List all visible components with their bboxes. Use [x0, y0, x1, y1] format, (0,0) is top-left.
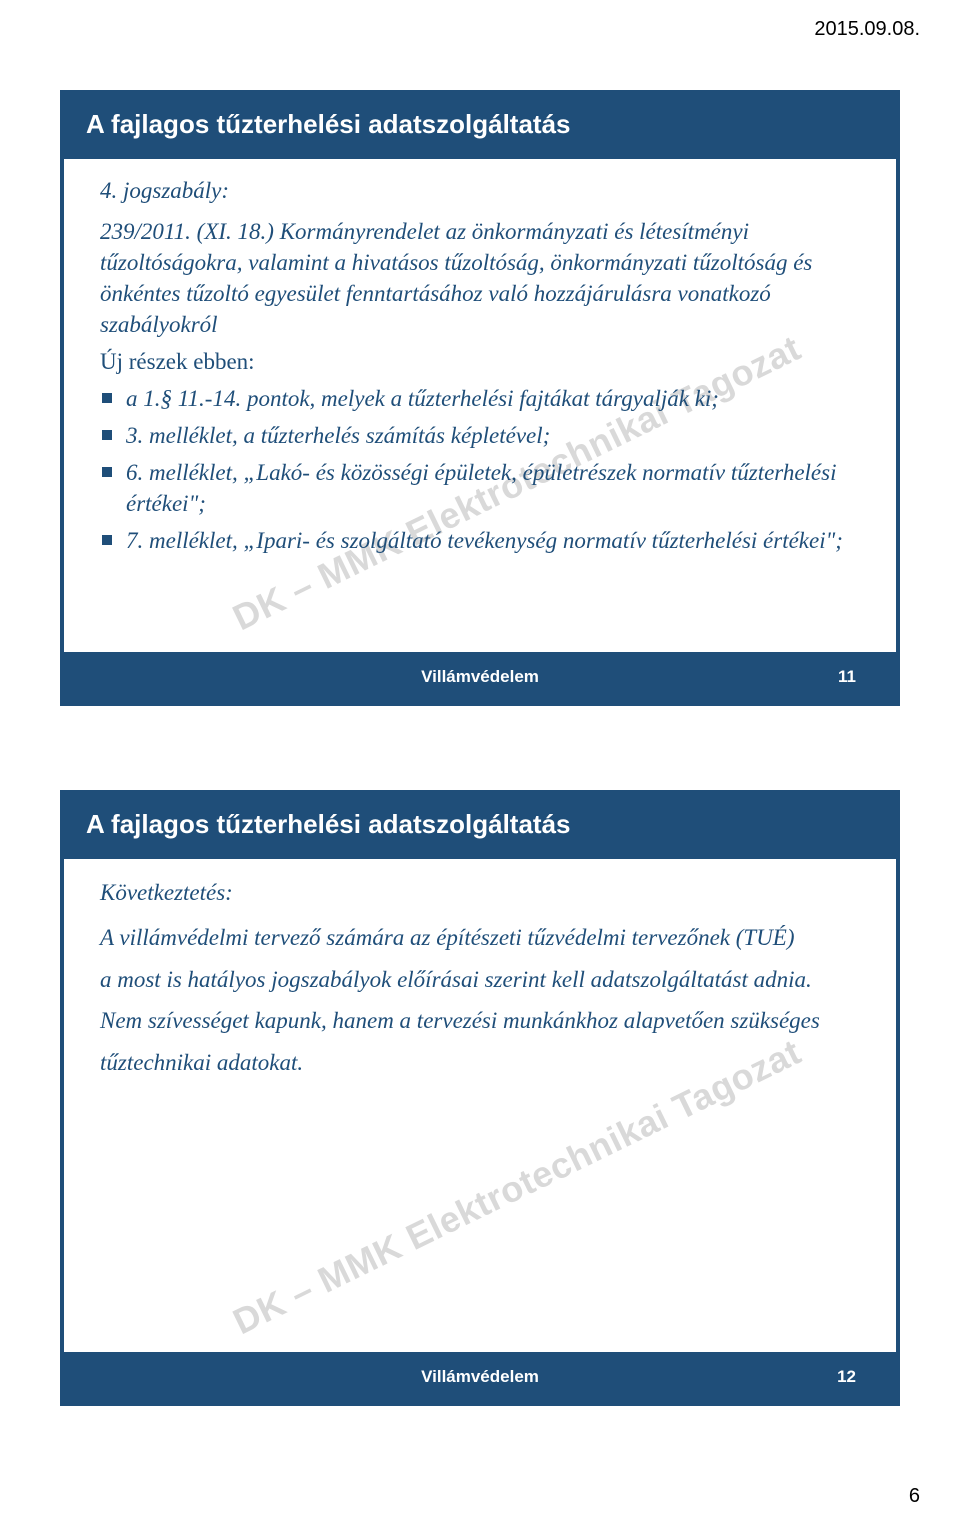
slide-title: A fajlagos tűzterhelési adatszolgáltatás: [64, 794, 896, 859]
date-header: 2015.09.08.: [814, 18, 920, 41]
slide-11: A fajlagos tűzterhelési adatszolgáltatás…: [60, 90, 900, 706]
slide-content: DK – MMK Elektrotechnikai Tagozat Követk…: [64, 859, 896, 1097]
lead-paragraph: 239/2011. (XI. 18.) Kormányrendelet az ö…: [100, 216, 864, 340]
slide-title: A fajlagos tűzterhelési adatszolgáltatás: [64, 94, 896, 159]
page-number: 6: [909, 1485, 920, 1508]
footer-number: 11: [838, 667, 856, 687]
bullet-list: a 1.§ 11.-14. pontok, melyek a tűzterhel…: [100, 383, 864, 556]
paragraph-line: A villámvédelmi tervező számára az építé…: [100, 920, 864, 956]
subtitle: 4. jogszabály:: [100, 175, 864, 206]
slide-footer: Villámvédelem 11: [64, 652, 896, 702]
list-item: 6. melléklet, „Lakó- és közösségi épület…: [100, 457, 864, 519]
list-item: 7. melléklet, „Ipari- és szolgáltató tev…: [100, 525, 864, 556]
footer-number: 12: [837, 1367, 856, 1387]
subtitle: Következtetés:: [100, 875, 864, 911]
slide-content: DK – MMK Elektrotechnikai Tagozat 4. jog…: [64, 159, 896, 573]
paragraph-line: Nem szívességet kapunk, hanem a tervezés…: [100, 1003, 864, 1039]
paragraph-line: a most is hatályos jogszabályok előírása…: [100, 962, 864, 998]
footer-label: Villámvédelem: [421, 667, 539, 687]
slide-12: A fajlagos tűzterhelési adatszolgáltatás…: [60, 790, 900, 1406]
slide-footer: Villámvédelem 12: [64, 1352, 896, 1402]
footer-label: Villámvédelem: [421, 1367, 539, 1387]
paragraph-line: tűztechnikai adatokat.: [100, 1045, 864, 1081]
list-item: a 1.§ 11.-14. pontok, melyek a tűzterhel…: [100, 383, 864, 414]
list-item: 3. melléklet, a tűzterhelés számítás kép…: [100, 420, 864, 451]
new-parts-label: Új részek ebben:: [100, 346, 864, 377]
